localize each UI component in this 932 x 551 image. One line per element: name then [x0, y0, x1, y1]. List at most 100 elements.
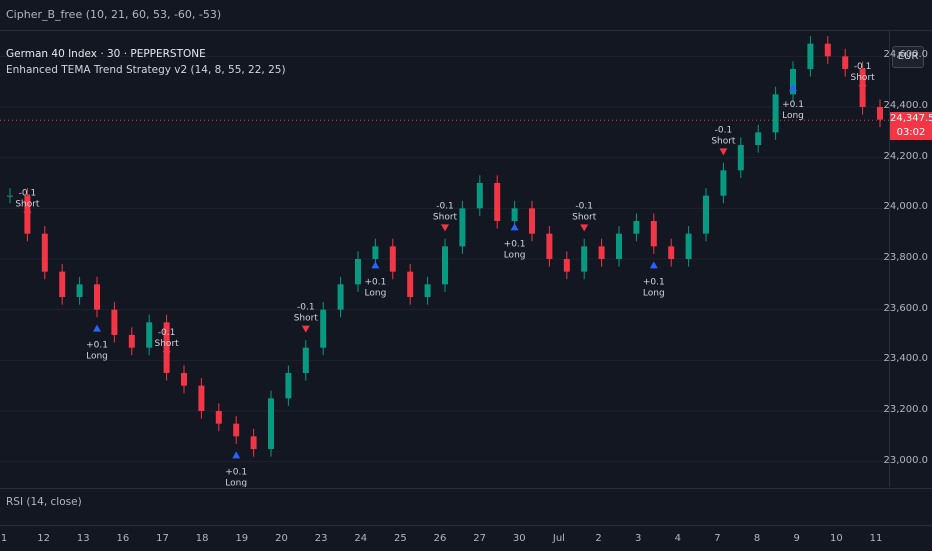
time-label: 23	[314, 533, 328, 544]
price-label: 24,400.0	[883, 100, 928, 111]
candle-body	[720, 170, 727, 196]
candle-body	[111, 309, 118, 335]
signal-arrow	[371, 261, 380, 269]
time-label: 10	[829, 533, 843, 544]
signal-qty: -0.1	[436, 201, 454, 211]
time-label: 11	[869, 533, 883, 544]
candle-body	[581, 246, 588, 272]
signal-label: Short	[15, 200, 40, 210]
candle-body	[59, 271, 66, 297]
price-axis[interactable]: 24,600.0 24,400.0 24,200.0 24,000.0 23,800.0…	[883, 31, 932, 487]
time-label: 27	[473, 533, 486, 544]
candle-body	[285, 373, 292, 399]
time-label: 4	[674, 533, 681, 544]
current-price: 24,347.5	[890, 113, 932, 125]
candle-body	[372, 246, 379, 259]
time-label: 2	[595, 533, 602, 544]
signal-label: Long	[225, 478, 247, 487]
candle-body	[772, 94, 779, 133]
time-label: 1	[0, 533, 8, 544]
price-label: 23,400.0	[883, 353, 928, 365]
candle-body	[459, 208, 466, 247]
candle-body	[807, 43, 814, 69]
candle-body	[181, 373, 187, 386]
signal-qty: +0.1	[225, 467, 247, 477]
time-label: 25	[393, 533, 407, 544]
signal-arrow	[580, 224, 589, 232]
candle-body	[7, 195, 13, 197]
candle-body	[790, 69, 796, 95]
candle-body	[407, 271, 414, 297]
signal-arrow	[510, 223, 519, 231]
signal-label: Short	[155, 339, 180, 349]
candle-body	[146, 322, 153, 348]
candle-body	[685, 233, 692, 259]
candle-body	[737, 145, 744, 171]
signal-label: Short	[433, 212, 458, 222]
signal-qty: +0.1	[86, 341, 108, 351]
price-label: 23,800.0	[883, 252, 928, 263]
candle-body	[250, 436, 257, 449]
candle-body	[268, 398, 274, 449]
symbol-title[interactable]: German 40 Index · 30 · PEPPERSTONE	[6, 48, 206, 60]
signal-arrow	[232, 451, 241, 459]
candle-body	[494, 183, 501, 221]
chart-area[interactable]: -0.1 Short +0.1 Long -0.1 Short +0.1 Long -0.1 Sh…	[0, 31, 932, 488]
signal-qty: -0.1	[19, 189, 37, 199]
signal-label: Short	[711, 136, 736, 146]
indicator-title[interactable]: Cipher_B_free (10, 21, 60, 53, -60, -53)	[6, 8, 222, 21]
signal-label: Short	[294, 314, 319, 324]
time-label: 3	[634, 533, 642, 544]
signal-label: Long	[782, 111, 804, 121]
indicator-bar: Cipher_B_free (10, 21, 60, 53, -60, -53)	[0, 0, 932, 31]
signal-qty: -0.1	[715, 125, 733, 135]
candle-body	[668, 246, 675, 259]
signal-arrow	[858, 85, 867, 92]
candle-body	[94, 284, 100, 310]
rsi-label[interactable]: RSI (14, close)	[6, 496, 82, 508]
bar-countdown: 03:02	[896, 127, 926, 139]
time-label: 8	[753, 533, 761, 544]
time-label: 18	[195, 533, 209, 544]
candle-body	[842, 56, 849, 69]
signal-arrow	[789, 84, 797, 91]
signal-label: Short	[851, 73, 876, 83]
signal-arrow	[301, 325, 310, 333]
signal-qty: +0.1	[782, 100, 804, 110]
candle-body	[755, 132, 762, 145]
time-label: 20	[275, 533, 288, 544]
strategy-title[interactable]: Enhanced TEMA Trend Strategy v2 (14, 8, …	[6, 64, 286, 76]
signal-qty: +0.1	[504, 239, 526, 249]
price-chart[interactable]: -0.1Short+0.1Long-0.1Short+0.1Long-0.1Sh…	[0, 31, 890, 488]
time-axis[interactable]: 1 12 13 16 17 18 19 20 23 24 25 26 27 30 Jul 2 3 4 7 8 9 10 11	[0, 525, 932, 551]
candle-body	[41, 233, 48, 272]
candle-body	[616, 233, 622, 259]
current-price-tag: 24,347.5 03:02	[890, 112, 932, 141]
signal-qty: -0.1	[575, 201, 593, 211]
currency-button[interactable]: EUR	[892, 46, 924, 68]
time-label: 19	[235, 533, 249, 544]
candle-body	[511, 208, 518, 221]
candle-body	[320, 309, 327, 348]
signal-qty: -0.1	[854, 62, 872, 72]
candle-body	[163, 322, 170, 373]
candle-body	[198, 385, 205, 411]
candle-body	[877, 107, 883, 120]
candle-body	[650, 221, 657, 247]
signal-arrow	[93, 324, 101, 332]
candle-body	[563, 259, 570, 272]
candle-body	[476, 183, 483, 209]
time-label: 12	[37, 533, 50, 544]
time-label: 24	[354, 533, 368, 544]
price-label: 23,600.0	[883, 302, 928, 314]
signal-arrow	[23, 211, 32, 219]
candle-body	[302, 347, 309, 373]
candle-body	[389, 246, 396, 272]
rsi-pane[interactable]: RSI (14, close)	[0, 488, 932, 526]
time-label: 26	[433, 533, 447, 544]
signal-qty: -0.1	[297, 303, 315, 313]
signal-qty: +0.1	[643, 277, 665, 287]
price-label: 24,200.0	[883, 150, 928, 162]
signal-arrow	[649, 261, 658, 269]
candle-body	[703, 195, 709, 234]
